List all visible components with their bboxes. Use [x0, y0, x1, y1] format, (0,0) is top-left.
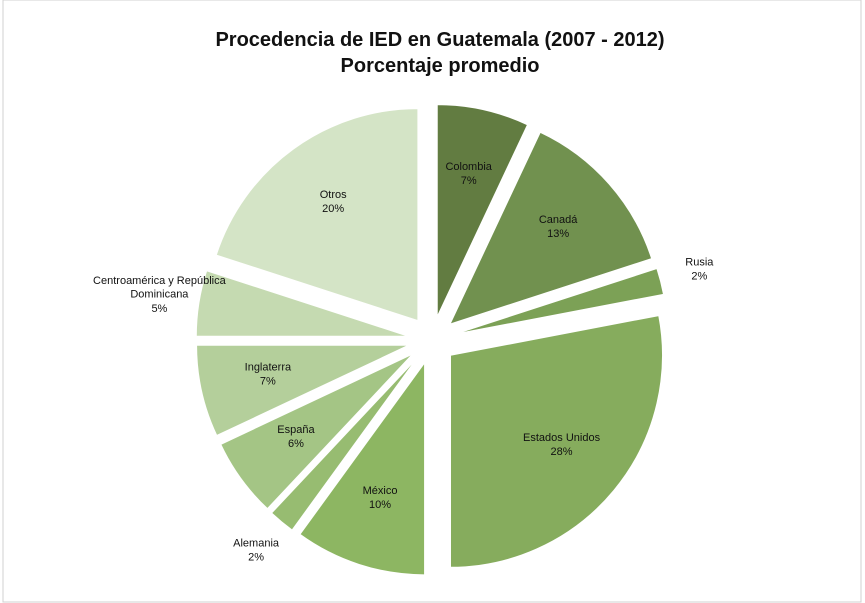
pie-slice — [215, 108, 419, 322]
pie-slice — [449, 131, 653, 325]
slice-value-label: 10% — [369, 499, 391, 511]
slice-value-label: 6% — [288, 438, 304, 450]
slice-label: Estados Unidos — [523, 432, 601, 444]
slice-value-label: 2% — [248, 552, 264, 564]
chart-title: Procedencia de IED en Guatemala (2007 - … — [215, 29, 664, 51]
slice-value-label: 7% — [260, 376, 276, 388]
slice-label: Centroamérica y República Dominicana — [93, 275, 227, 301]
slice-value-label: 2% — [691, 270, 707, 282]
pie-slice — [436, 104, 529, 317]
slice-value-label: 28% — [551, 446, 573, 458]
slice-label: Inglaterra — [245, 362, 292, 374]
slice-label: Otros — [320, 189, 347, 201]
slice-label: Rusia — [685, 256, 714, 268]
slice-label: Colombia — [445, 161, 492, 173]
pie-slice — [220, 353, 413, 510]
slice-label: Canadá — [539, 214, 578, 226]
pie-slice — [195, 270, 409, 337]
chart-subtitle: Porcentaje promedio — [341, 55, 540, 77]
slice-value-label: 5% — [151, 303, 167, 315]
pie-slice — [449, 314, 663, 568]
pie-slice — [196, 344, 409, 437]
pie-slice — [455, 267, 665, 335]
slice-label: México — [363, 485, 398, 497]
pie-slice — [299, 361, 426, 576]
slice-value-label: 13% — [547, 228, 569, 240]
slice-label: España — [277, 424, 315, 436]
pie-slice — [270, 358, 418, 531]
slice-value-label: 20% — [322, 203, 344, 215]
slice-value-label: 7% — [461, 175, 477, 187]
slice-label: Alemania — [233, 538, 280, 550]
